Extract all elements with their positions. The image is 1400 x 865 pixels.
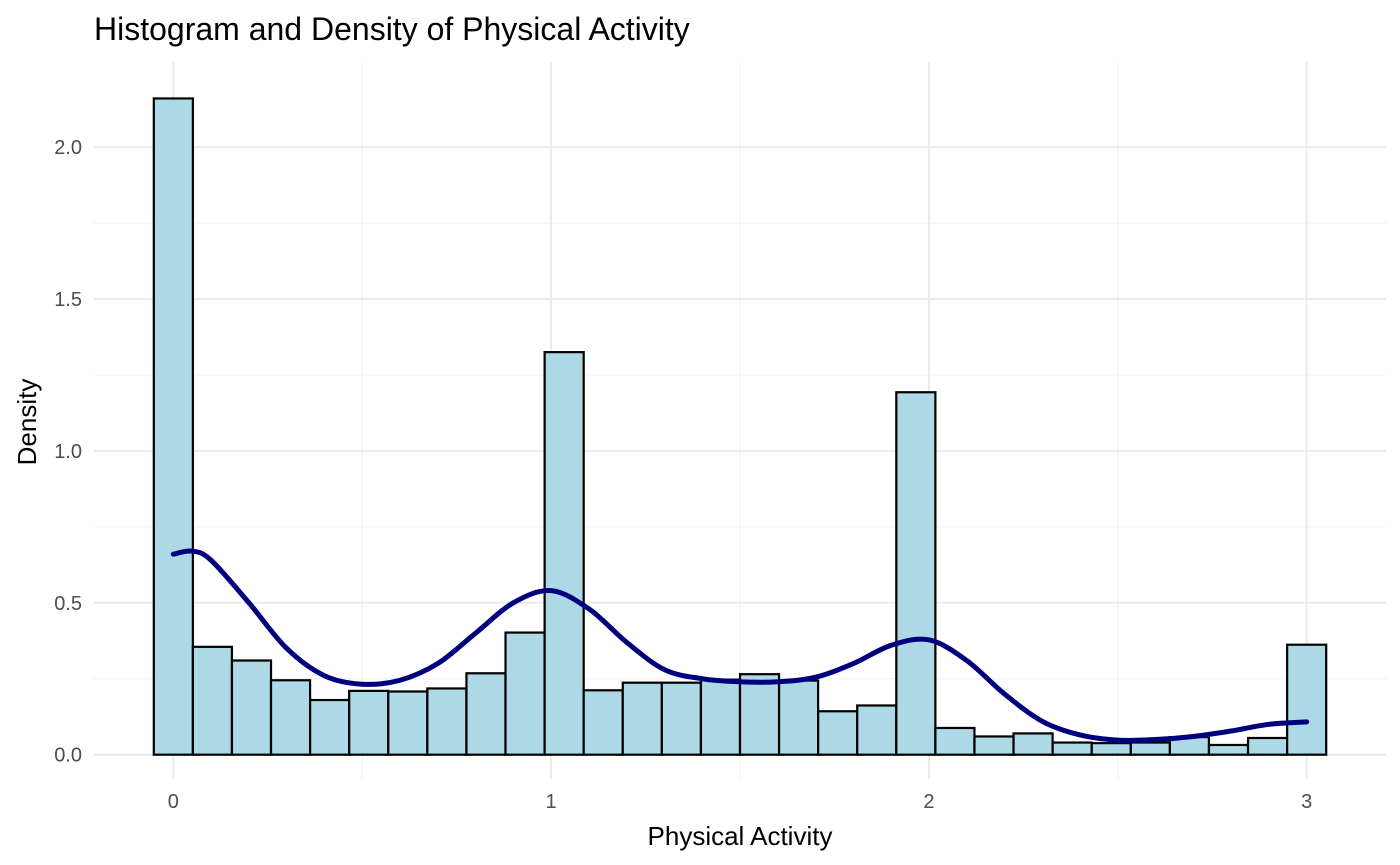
y-tick-label: 0.5 xyxy=(54,593,82,615)
histogram-bar xyxy=(465,672,507,756)
histogram-bar xyxy=(543,351,585,756)
x-tick-label: 2 xyxy=(923,791,934,813)
histogram-bars xyxy=(152,97,1328,756)
histogram-bar xyxy=(699,678,742,756)
chart-title: Histogram and Density of Physical Activi… xyxy=(94,11,690,47)
y-tick-label: 2.0 xyxy=(54,137,82,159)
histogram-bar xyxy=(934,726,976,756)
histogram-bar xyxy=(621,681,663,756)
histogram-bar xyxy=(777,679,820,756)
y-tick-label: 0.0 xyxy=(54,745,82,767)
histogram-bar xyxy=(738,673,781,756)
x-axis-title: Physical Activity xyxy=(648,821,833,851)
histogram-bar xyxy=(309,698,351,756)
histogram-bar xyxy=(582,689,624,756)
histogram-bar xyxy=(152,97,194,756)
histogram-bar xyxy=(348,689,390,756)
histogram-bar xyxy=(1286,643,1328,756)
histogram-bar xyxy=(1246,736,1289,756)
histogram-bar xyxy=(817,710,859,756)
density-curve xyxy=(170,548,1310,743)
y-axis-tick-labels: 0.0 0.5 1.0 1.5 2.0 xyxy=(54,137,82,767)
histogram-bar xyxy=(660,681,702,756)
x-tick-label: 0 xyxy=(168,791,179,813)
y-axis-title: Density xyxy=(12,379,42,466)
grid-lines xyxy=(94,62,1386,779)
histogram-bar xyxy=(269,679,312,756)
density-curve-layer xyxy=(170,548,1310,743)
x-tick-label: 1 xyxy=(546,791,557,813)
histogram-bar xyxy=(895,391,937,756)
histogram-bar xyxy=(1129,741,1171,756)
x-tick-label: 3 xyxy=(1301,791,1312,813)
histogram-bar xyxy=(973,735,1015,756)
histogram-bar xyxy=(1051,741,1093,756)
histogram-bar xyxy=(426,687,468,756)
histogram-bar xyxy=(387,690,429,756)
histogram-bar xyxy=(856,704,898,756)
y-tick-label: 1.5 xyxy=(54,289,82,311)
y-tick-label: 1.0 xyxy=(54,441,82,463)
histogram-bar xyxy=(1207,743,1250,756)
histogram-bar xyxy=(1090,742,1132,756)
x-axis-tick-labels: 0 1 2 3 xyxy=(168,791,1312,813)
histogram-bar xyxy=(504,631,546,756)
histogram-bar xyxy=(230,659,273,756)
histogram-bar xyxy=(1012,732,1054,756)
histogram-bar xyxy=(191,645,234,756)
